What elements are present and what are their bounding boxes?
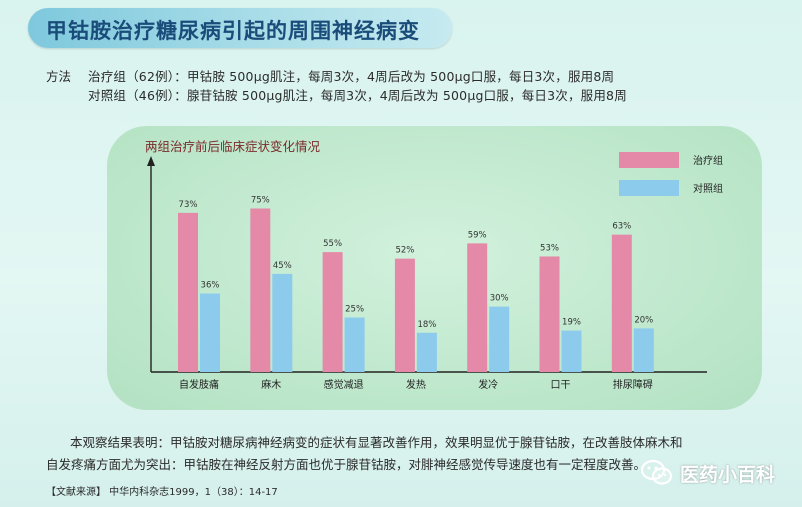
x-tick-label-3: 发热 [406,378,426,391]
data-label-control-2: 25% [345,305,364,315]
bar-control-2 [344,317,365,372]
data-label-control-3: 18% [417,320,436,330]
x-tick-label-5: 口干 [551,380,571,391]
conclusion-line-2: 自发疼痛方面尤为突出：甲钴胺在神经反射方面也优于腺苷钴胺，对腓神经感觉传导速度也… [46,457,647,472]
bar-control-4 [489,306,510,372]
x-tick-label-1: 麻木 [261,378,281,391]
bar-treatment-0 [178,212,198,372]
data-label-treatment-0: 73% [179,200,198,210]
bar-control-1 [272,273,293,372]
bar-chart: 两组治疗前后临床症状变化情况 73% 36% 自发肢痛 75% 45% 麻木 55% 25% 感觉… [145,139,723,391]
data-label-control-5: 19% [562,318,581,328]
chart-title: 两组治疗前后临床症状变化情况 [145,139,321,154]
x-tick-label-0: 自发肢痛 [179,378,219,391]
method-treatment-line: 治疗组（62例）：甲钴胺 500μg肌注，每周3次，4周后改为 500μg口服，… [88,69,615,84]
method-control-line: 对照组（46例）：腺苷钴胺 500μg肌注，每周3次，4周后改为 500μg口服… [88,88,627,103]
bar-control-5 [561,330,582,372]
bar-treatment-3 [394,258,415,372]
page-title: 甲钴胺治疗糖尿病引起的周围神经病变 [46,19,420,43]
x-tick-label-6: 排尿障碍 [613,378,653,391]
data-label-treatment-6: 63% [612,222,631,232]
data-label-control-4: 30% [490,294,509,304]
legend-label-0: 治疗组 [693,154,723,167]
bar-treatment-5 [539,256,560,372]
method-label: 方法 [46,69,72,84]
x-tick-label-2: 感觉减退 [324,378,364,391]
data-label-treatment-5: 53% [540,243,559,253]
bar-treatment-1 [250,208,271,372]
legend-swatch-1 [619,180,679,196]
data-label-treatment-4: 59% [468,230,487,240]
conclusion-line-1: 本观察结果表明：甲钴胺对糖尿病神经病变的症状有显著改善作用，效果明显优于腺苷钴胺… [70,435,683,450]
x-tick-label-4: 发冷 [478,378,498,391]
bar-control-3 [416,332,437,372]
data-label-treatment-2: 55% [323,239,342,249]
bar-treatment-6 [611,234,632,372]
conclusion-text: 本观察结果表明：甲钴胺对糖尿病神经病变的症状有显著改善作用，效果明显优于腺苷钴胺… [46,432,776,476]
bar-treatment-4 [467,243,488,372]
data-label-treatment-1: 75% [251,196,270,206]
bar-treatment-2 [322,252,343,372]
watermark-text: 医药小百科 [680,463,776,486]
source-citation: 【文献来源】 中华内科杂志1999，1（38）：14-17 [46,487,278,498]
wechat-icon [640,459,673,485]
data-label-control-0: 36% [201,281,220,291]
legend-label-1: 对照组 [693,182,723,195]
y-axis-arrow [147,156,155,166]
data-label-control-6: 20% [634,315,653,325]
bar-control-0 [200,293,220,372]
bar-control-6 [633,328,654,372]
data-label-treatment-3: 52% [395,246,414,256]
legend-swatch-0 [619,152,679,168]
watermark: 医药小百科 [640,458,775,488]
data-label-control-1: 45% [273,261,292,271]
title-banner: 甲钴胺治疗糖尿病引起的周围神经病变 [28,8,452,48]
